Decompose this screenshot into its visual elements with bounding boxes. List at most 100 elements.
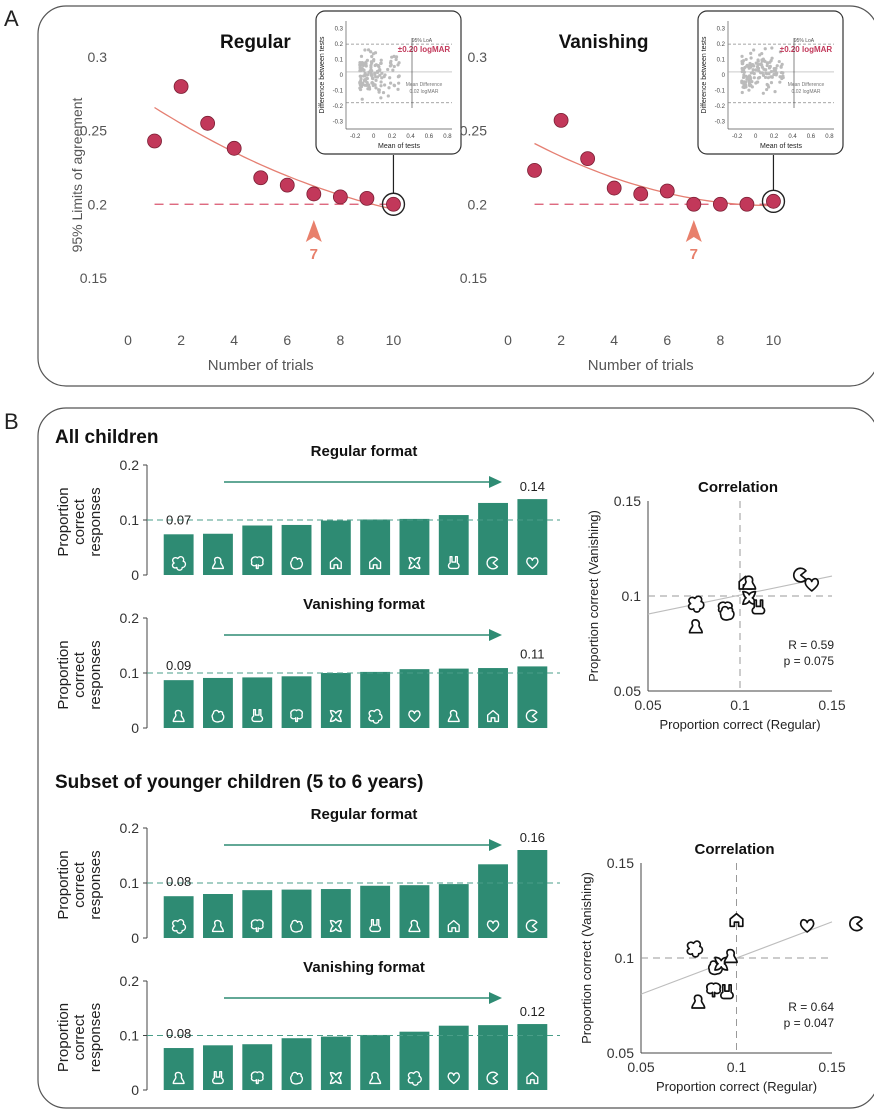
inset-point bbox=[781, 74, 785, 78]
inset-point bbox=[390, 55, 394, 59]
inset-point bbox=[366, 87, 370, 91]
inset-y-tick: -0.1 bbox=[333, 88, 344, 94]
inset-point bbox=[778, 75, 782, 79]
rabbit-icon bbox=[212, 1071, 224, 1085]
inset-point bbox=[383, 83, 387, 87]
tree-icon bbox=[250, 1071, 264, 1085]
data-point bbox=[686, 196, 702, 212]
inset-point bbox=[388, 76, 392, 80]
panel-b-frame bbox=[37, 407, 874, 1109]
y-tick-label: 0.1 bbox=[120, 665, 140, 681]
flower-icon bbox=[686, 940, 704, 958]
inset-mean-text: Mean Difference bbox=[788, 82, 825, 88]
scatter-symbol bbox=[751, 599, 766, 615]
inset-y-tick: 0 bbox=[340, 73, 344, 79]
rabbit-icon bbox=[369, 919, 382, 933]
y-axis-label: Proportion correct (Vanishing) bbox=[586, 510, 601, 682]
bar-symbol bbox=[290, 919, 304, 933]
x-tick-label: 0.15 bbox=[818, 697, 845, 713]
bar-symbol bbox=[408, 919, 421, 933]
scatter-symbol bbox=[719, 605, 735, 621]
inset-frame bbox=[315, 10, 462, 155]
bar bbox=[360, 671, 391, 728]
panel-a-plots: 0.15 0.2 0.25 0.3 0 2 4 6 8 10 Number of trials Reg… bbox=[80, 10, 844, 374]
bar bbox=[399, 669, 430, 728]
inset-point bbox=[761, 91, 765, 95]
inset-point bbox=[389, 63, 393, 67]
inset-point bbox=[767, 66, 772, 70]
y-tick-label: 0.05 bbox=[607, 1045, 634, 1061]
inset-point bbox=[394, 57, 398, 62]
inset-point bbox=[741, 59, 746, 63]
scatter-symbol bbox=[849, 916, 863, 932]
panel-a-label: A bbox=[4, 6, 19, 31]
apple-icon bbox=[211, 709, 225, 723]
data-point bbox=[386, 196, 401, 212]
bell-icon bbox=[369, 1071, 382, 1085]
last-value-label: 0.12 bbox=[520, 1004, 545, 1019]
plot-title: Regular bbox=[220, 32, 291, 53]
inset-point bbox=[764, 68, 768, 72]
scatter-symbol bbox=[687, 595, 705, 613]
bland-altman-inset: 0.3 0.2 0.1 0 -0.1 -0.2 -0.3 -0.2 0 0.2 0.4 0.6 0.8 M… bbox=[315, 10, 462, 155]
inset-point bbox=[386, 67, 390, 72]
inset-point bbox=[387, 86, 391, 90]
pacman-icon bbox=[525, 919, 538, 933]
inset-x-tick: 0.2 bbox=[770, 134, 779, 140]
x-tick-label: 2 bbox=[557, 332, 565, 348]
pacman-icon bbox=[486, 556, 499, 570]
bar bbox=[320, 520, 351, 575]
inset-point bbox=[378, 73, 382, 77]
x-axis-label: Number of trials bbox=[588, 357, 694, 374]
scatter-symbol bbox=[688, 619, 703, 634]
first-value-label: 0.08 bbox=[166, 874, 191, 889]
y-tick-label: 0.1 bbox=[615, 950, 635, 966]
inset-y-tick: 0.3 bbox=[335, 27, 344, 33]
inset-point bbox=[777, 59, 781, 64]
data-point bbox=[226, 140, 242, 156]
inset-x-tick: -0.2 bbox=[732, 134, 743, 140]
loa-plot-vanishing: 0.15 0.2 0.25 0.3 0 2 4 6 8 10 Number of trials Van… bbox=[460, 10, 844, 374]
inset-point bbox=[392, 83, 396, 87]
inset-point bbox=[397, 74, 401, 78]
rabbit-icon bbox=[720, 984, 734, 1000]
inset-point bbox=[392, 64, 396, 69]
inset-point bbox=[369, 63, 373, 68]
inset-point bbox=[381, 90, 386, 95]
inset-point bbox=[358, 62, 362, 66]
inset-point bbox=[362, 74, 366, 78]
bar-symbol bbox=[447, 1072, 460, 1085]
inset-value-text: ±0.20 logMAR bbox=[780, 45, 833, 54]
inset-point bbox=[754, 81, 758, 85]
y-tick-label: 0.15 bbox=[614, 493, 641, 509]
last-value-label: 0.11 bbox=[520, 646, 544, 661]
inset-point bbox=[770, 56, 774, 60]
x-tick-label: 0 bbox=[124, 332, 132, 348]
correlation-plot-1: 0.05 0.1 0.15 0.05 0.1 0.15 Proportion correct… bbox=[586, 479, 846, 732]
x-tick-label: 4 bbox=[230, 332, 238, 348]
inset-point bbox=[778, 80, 782, 84]
pacman-icon bbox=[792, 567, 807, 583]
x-tick-label: 0.05 bbox=[627, 1059, 654, 1075]
inset-point bbox=[767, 72, 771, 76]
bar-symbol bbox=[526, 557, 539, 570]
x-axis-label: Proportion correct (Regular) bbox=[659, 717, 820, 732]
inset-point bbox=[365, 80, 369, 85]
y-tick-label: 0.3 bbox=[88, 49, 108, 65]
inset-point bbox=[752, 48, 756, 52]
inset-point bbox=[377, 90, 381, 94]
bar bbox=[360, 885, 391, 938]
y-tick-label: 0.2 bbox=[88, 196, 108, 212]
inset-point bbox=[740, 90, 744, 95]
r-value: R = 0.64 bbox=[788, 1000, 834, 1014]
scatter-symbol bbox=[691, 994, 706, 1009]
bar bbox=[163, 896, 194, 938]
data-point bbox=[306, 186, 322, 202]
first-value-label: 0.09 bbox=[166, 658, 191, 673]
y-axis-label: correct bbox=[71, 1014, 88, 1061]
bar-symbol bbox=[290, 556, 304, 570]
bar-symbol bbox=[407, 1070, 422, 1086]
inset-point bbox=[359, 74, 363, 78]
